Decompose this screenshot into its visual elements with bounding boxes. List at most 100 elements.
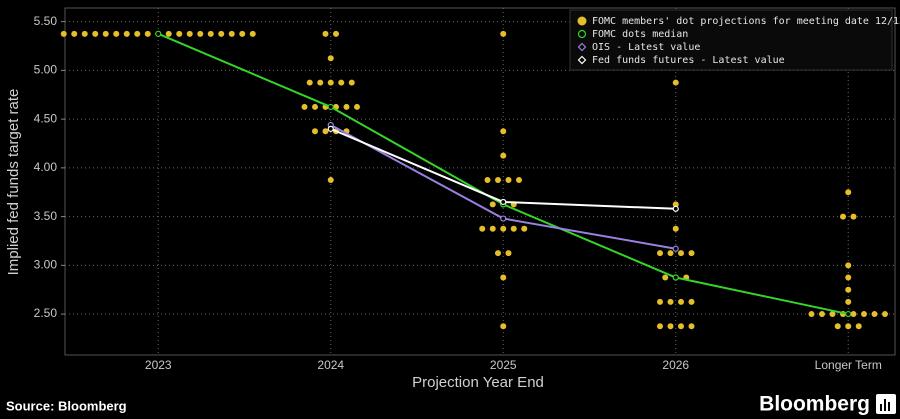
dot (871, 311, 878, 318)
dot (845, 189, 852, 196)
point-marker (672, 205, 679, 212)
dot (667, 250, 674, 257)
dot (327, 177, 334, 184)
x-tick-label: 2026 (662, 358, 689, 372)
dot (228, 30, 235, 37)
dot (672, 225, 679, 232)
dot (60, 30, 67, 37)
dot (845, 286, 852, 293)
dot (71, 30, 78, 37)
legend: FOMC members' dot projections for meetin… (569, 9, 900, 71)
y-tick-label: 3.00 (34, 257, 58, 271)
dot (343, 103, 350, 110)
dot (521, 225, 528, 232)
dot (500, 323, 507, 330)
legend-box (569, 9, 893, 71)
dot (81, 30, 88, 37)
dot (495, 177, 501, 184)
x-tick-label: 2023 (145, 358, 172, 372)
dot (840, 213, 846, 220)
dot (306, 79, 313, 86)
dot (500, 30, 507, 37)
dot (667, 298, 674, 305)
dot (186, 30, 193, 37)
dot (144, 30, 151, 37)
dot (327, 55, 334, 62)
dot (500, 225, 507, 232)
dot (819, 311, 825, 318)
dot (312, 128, 318, 135)
dot (239, 30, 246, 37)
dot (657, 323, 663, 330)
brand-icon (876, 394, 896, 414)
dot (102, 30, 109, 37)
dot (327, 79, 334, 86)
dot (113, 30, 120, 37)
dot (850, 213, 857, 220)
dot (850, 311, 857, 318)
y-tick-label: 4.00 (34, 160, 58, 174)
legend-marker (577, 55, 587, 65)
dot (312, 103, 318, 110)
dot (322, 128, 329, 135)
dot (845, 298, 852, 305)
y-tick-label: 4.50 (34, 111, 58, 125)
source: Source: Bloomberg (6, 398, 127, 413)
dot (505, 177, 512, 184)
dot (845, 323, 852, 330)
plot-frame (64, 7, 896, 356)
dot (479, 225, 486, 232)
dot (678, 298, 684, 305)
legend-marker (577, 16, 587, 26)
dot (672, 79, 679, 86)
legend-marker (577, 42, 587, 52)
dot (218, 30, 225, 37)
point-marker (672, 274, 679, 281)
x-tick-label: 2025 (490, 358, 517, 372)
dot (333, 30, 339, 37)
dot (688, 298, 695, 305)
y-tick-label: 2.50 (34, 306, 58, 320)
dot (688, 250, 695, 257)
dot (861, 311, 867, 318)
dot (500, 274, 507, 281)
dot (301, 103, 308, 110)
y-tick-label: 3.50 (34, 209, 58, 223)
point-marker (672, 245, 679, 252)
dot (505, 250, 512, 257)
brand: Bloomberg (759, 393, 870, 416)
dot (317, 79, 324, 86)
legend-marker (577, 29, 587, 39)
dot (489, 201, 496, 208)
dot (134, 30, 141, 37)
dot (672, 201, 679, 208)
point-marker (327, 103, 334, 111)
dot (662, 274, 669, 281)
legend-label: FOMC members' dot projections for meetin… (592, 16, 900, 27)
dot (207, 30, 214, 37)
dot (657, 250, 663, 257)
dot (165, 30, 172, 37)
dot (657, 298, 663, 305)
dot (322, 30, 329, 37)
y-tick-label: 5.00 (34, 63, 58, 77)
legend-label: Fed funds futures - Latest value (592, 55, 785, 66)
point-marker (327, 125, 334, 132)
dot (678, 250, 684, 257)
dot (510, 225, 517, 232)
dot (489, 225, 496, 232)
y-tick-label: 5.50 (34, 14, 58, 28)
dot (808, 311, 815, 318)
dot (500, 152, 507, 159)
x-tick-label: 2024 (317, 358, 344, 372)
dot (500, 128, 507, 135)
point-marker (155, 30, 162, 37)
point-marker (845, 310, 852, 318)
dot (92, 30, 99, 37)
dot (354, 103, 360, 110)
x-axis-label: Projection Year End (412, 374, 544, 391)
y-axis-label: Implied fed funds target rate (5, 89, 22, 276)
dot (834, 323, 841, 330)
